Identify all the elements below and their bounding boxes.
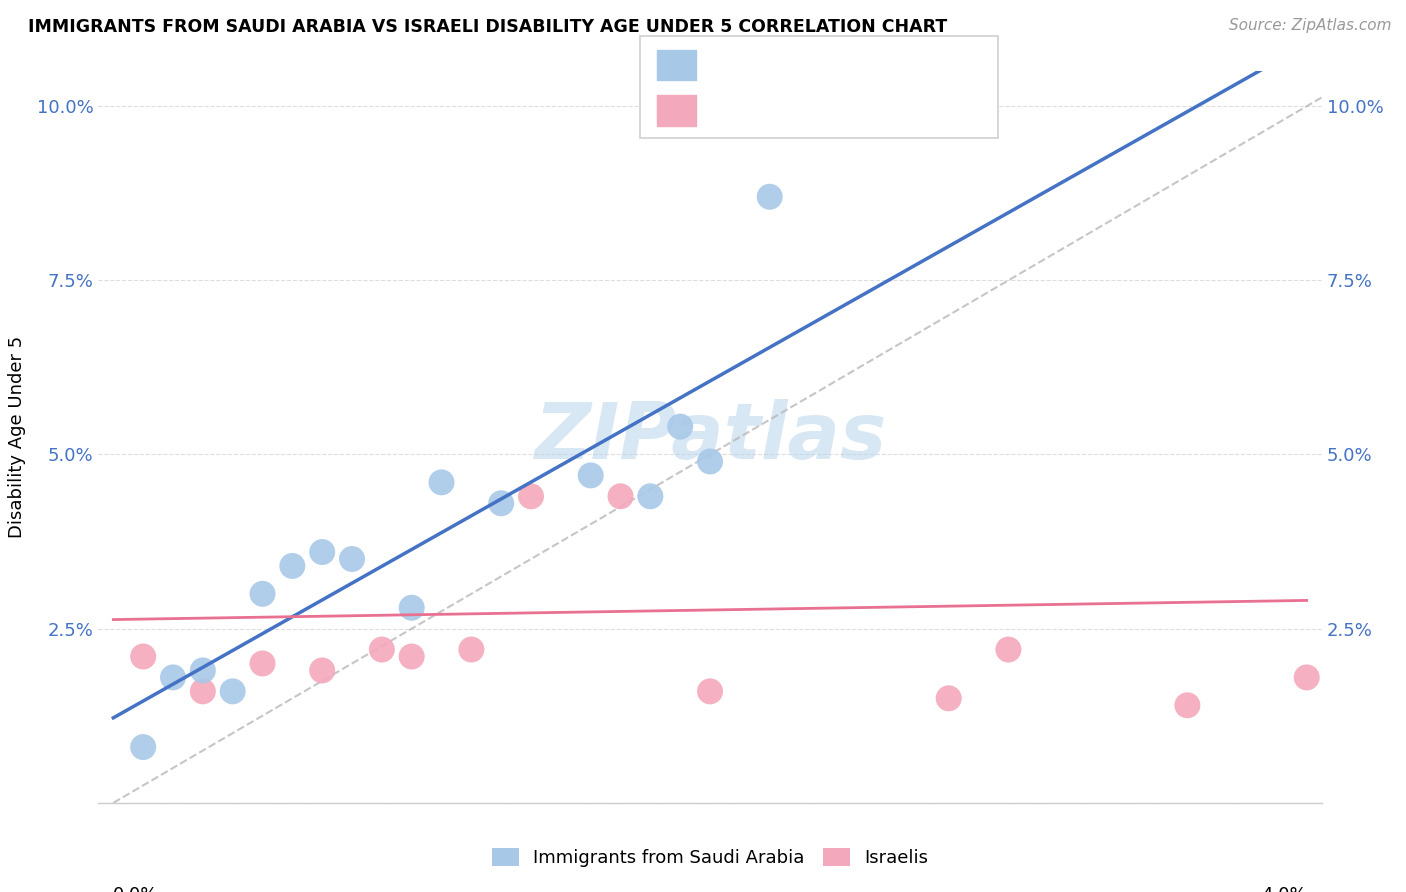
Text: 0.0%: 0.0% (114, 887, 159, 892)
Text: R = 0.582: R = 0.582 (710, 55, 808, 74)
Point (311, 664, 333, 678)
Y-axis label: Disability Age Under 5: Disability Age Under 5 (7, 336, 25, 538)
Point (938, 691, 960, 706)
Point (191, 684, 214, 698)
Text: N = 16: N = 16 (858, 55, 927, 74)
Text: Source: ZipAtlas.com: Source: ZipAtlas.com (1229, 18, 1392, 33)
Point (191, 664, 214, 678)
Point (371, 642, 394, 657)
Point (401, 600, 423, 615)
Text: 4.0%: 4.0% (1261, 887, 1306, 892)
Point (640, 489, 662, 503)
Point (162, 670, 184, 684)
Point (340, 552, 363, 566)
Point (1295, 670, 1317, 684)
Point (699, 684, 721, 698)
Point (997, 642, 1019, 657)
Point (221, 684, 243, 698)
Legend: Immigrants from Saudi Arabia, Israelis: Immigrants from Saudi Arabia, Israelis (492, 847, 928, 867)
Point (311, 545, 333, 559)
Text: R = 0.195: R = 0.195 (710, 100, 808, 119)
Point (430, 475, 453, 490)
Point (132, 649, 155, 664)
Text: ZIPatlas: ZIPatlas (534, 399, 886, 475)
Point (699, 454, 721, 468)
Point (489, 496, 512, 510)
Point (252, 587, 274, 601)
Point (132, 740, 155, 755)
Point (520, 489, 543, 503)
Point (460, 642, 482, 657)
Point (579, 468, 602, 483)
Point (609, 489, 631, 503)
Point (401, 649, 423, 664)
Point (252, 657, 274, 671)
Point (669, 419, 692, 434)
Text: IMMIGRANTS FROM SAUDI ARABIA VS ISRAELI DISABILITY AGE UNDER 5 CORRELATION CHART: IMMIGRANTS FROM SAUDI ARABIA VS ISRAELI … (28, 18, 948, 36)
Point (281, 558, 304, 573)
Point (758, 113, 780, 128)
Point (1177, 698, 1199, 713)
Text: N = 15: N = 15 (858, 100, 927, 119)
Point (758, 190, 780, 204)
